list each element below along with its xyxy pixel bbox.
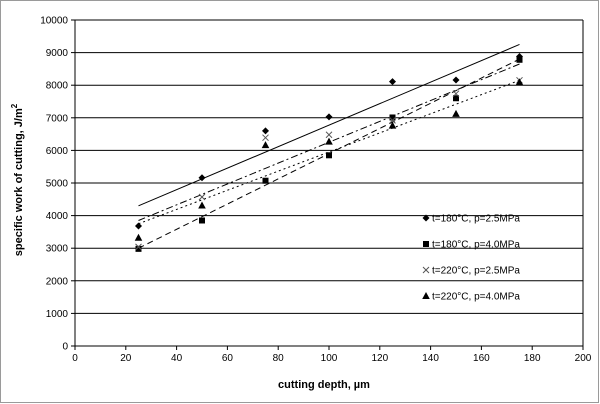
legend-marker-series-2 [423,241,429,247]
data-point-series-4 [261,141,270,149]
data-points [134,53,524,252]
y-tick-label: 9000 [46,48,69,59]
y-tick-label: 2000 [46,276,69,287]
x-tick-labels: 0 20 40 60 80 100 120 140 160 180 200 [72,353,592,364]
x-axis-label: cutting depth, µm [278,379,370,391]
trend-line-series-4 [138,79,520,225]
data-point-series-2 [326,152,332,159]
axes [71,19,584,350]
data-point-series-4 [325,137,333,145]
y-tick-label: 10000 [40,16,68,27]
data-point-series-3 [389,117,396,124]
legend: t=180°C, p=2.5MPa t=180°C, p=4.0MPa t=220°… [422,214,520,303]
x-marker-stroke [262,134,269,142]
data-point-series-1 [452,76,460,84]
grid-lines [75,19,583,314]
data-point-series-1 [262,127,269,135]
x-marker-stroke [422,266,430,274]
x-marker-stroke [198,193,206,201]
y-tick-label: 3000 [46,244,69,255]
data-point-series-4 [515,78,524,86]
x-tick-label: 160 [473,353,490,364]
y-tick-label: 4000 [46,211,69,222]
legend-label-series-4: t=220°C, p=4.0MPa [432,292,520,303]
data-point-series-1 [325,113,333,121]
y-tick-label: 5000 [46,179,69,190]
x-tick-label: 0 [72,353,78,364]
y-axis-label: specific work of cutting, J/m2 [10,103,25,256]
data-point-series-3 [325,131,333,139]
data-point-series-1 [198,174,206,182]
y-axis-label-main: specific work of cutting, J/m [13,108,25,256]
legend-marker-series-4 [422,292,430,299]
x-tick-label: 140 [422,353,439,364]
data-point-series-1 [389,78,396,86]
data-point-series-2 [262,177,269,184]
legend-marker-series-3 [422,266,430,274]
x-marker-stroke [325,131,333,139]
x-marker-stroke [452,90,460,98]
data-point-series-4 [452,109,460,117]
x-tick-label: 20 [120,353,132,364]
data-point-series-2 [389,114,396,121]
x-tick-label: 200 [575,353,592,364]
y-axis-label-superscript: 2 [10,103,19,108]
legend-label-series-3: t=220°C, p=2.5MPa [432,266,520,277]
data-point-series-2 [135,245,142,252]
data-point-series-3 [452,90,460,98]
x-tick-label: 40 [171,353,183,364]
data-point-series-2 [516,56,523,63]
x-marker-stroke [389,117,396,124]
data-point-series-3 [262,134,269,142]
data-point-series-2 [453,95,459,102]
y-tick-label: 0 [62,342,68,353]
data-point-series-4 [388,121,397,129]
x-marker-stroke [135,243,142,251]
data-point-series-4 [134,233,143,241]
x-tick-label: 180 [524,353,541,364]
x-tick-label: 60 [222,353,234,364]
data-point-series-2 [199,217,205,224]
y-tick-label: 8000 [46,81,69,92]
data-point-series-4 [198,201,206,209]
legend-marker-series-1 [422,214,430,222]
y-tick-label: 7000 [46,113,69,124]
legend-label-series-1: t=180°C, p=2.5MPa [432,214,520,225]
legend-label-series-2: t=180°C, p=4.0MPa [432,240,520,251]
trend-line-series-1 [138,43,520,207]
y-tick-label: 6000 [46,146,69,157]
y-tick-label: 1000 [46,309,69,320]
x-tick-label: 120 [371,353,388,364]
data-point-series-3 [198,193,206,201]
data-point-series-3 [135,243,142,251]
x-tick-label: 100 [321,353,338,364]
data-point-series-1 [135,222,142,230]
y-tick-labels: 0 1000 2000 3000 4000 5000 6000 7000 8000 9000 100… [40,16,68,353]
x-tick-label: 80 [273,353,285,364]
